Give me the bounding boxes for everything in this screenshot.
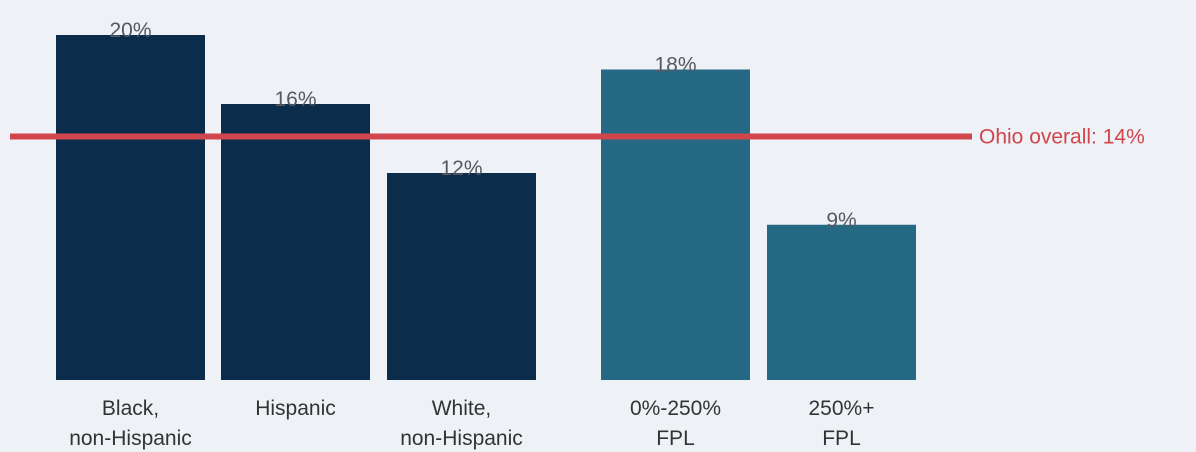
- category-label-line: FPL: [656, 427, 695, 450]
- category-label-4: 250%+ FPL: [809, 397, 875, 450]
- bar-4: [767, 224, 916, 380]
- value-labels-group: 20% 16% 12% 18% 9%: [109, 19, 856, 232]
- value-label-4: 9%: [826, 209, 856, 232]
- category-label-line: FPL: [822, 427, 861, 450]
- category-label-3: 0%-250% FPL: [630, 397, 721, 450]
- bar-3: [601, 69, 750, 380]
- category-label-line: 0%-250%: [630, 397, 721, 420]
- value-label-1: 16%: [274, 88, 316, 111]
- category-label-line: non-Hispanic: [400, 427, 523, 450]
- reference-line-label: Ohio overall: 14%: [979, 126, 1145, 149]
- category-label-0: Black, non-Hispanic: [69, 397, 192, 450]
- reference-line-group: Ohio overall: 14%: [10, 126, 1145, 149]
- category-labels-group: Black, non-Hispanic Hispanic White, non-Hisp…: [69, 397, 874, 450]
- category-label-2: White, non-Hispanic: [400, 397, 523, 450]
- category-label-line: non-Hispanic: [69, 427, 192, 450]
- bar-2: [387, 173, 536, 380]
- category-label-1: Hispanic: [255, 397, 336, 420]
- category-label-line: White,: [432, 397, 492, 420]
- bar-1: [221, 104, 370, 380]
- value-label-0: 20%: [109, 19, 151, 42]
- value-label-2: 12%: [440, 157, 482, 180]
- category-label-line: 250%+: [809, 397, 875, 420]
- value-label-3: 18%: [654, 54, 696, 77]
- category-label-line: Black,: [102, 397, 159, 420]
- bar-0: [56, 35, 205, 380]
- category-label-line: Hispanic: [255, 397, 336, 420]
- bars-group: [56, 35, 916, 380]
